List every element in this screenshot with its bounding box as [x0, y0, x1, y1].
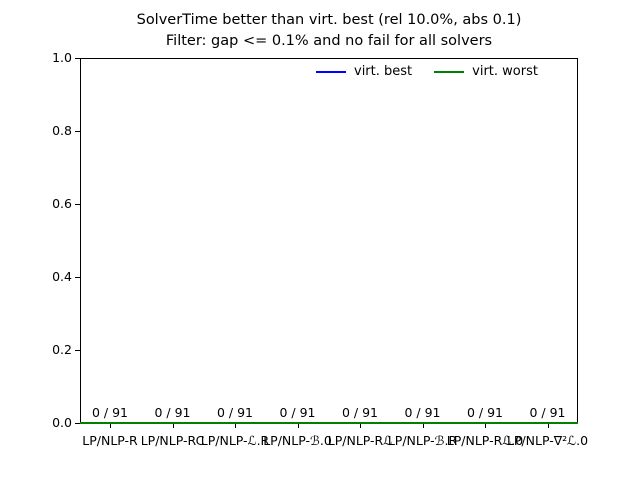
virt-worst-line: [80, 422, 578, 424]
legend: virt. best virt. worst: [316, 64, 538, 79]
y-tick-label: 0.8: [52, 123, 72, 138]
legend-entry: virt. best: [316, 64, 412, 79]
y-tick-mark: [75, 130, 80, 132]
count-annotation: 0 / 91: [529, 405, 566, 420]
x-tick-mark: [110, 424, 111, 428]
legend-label: virt. best: [354, 64, 413, 79]
y-tick-label: 0.6: [52, 196, 72, 211]
y-tick-mark: [75, 203, 80, 205]
x-tick-mark: [360, 424, 361, 428]
chart-subtitle: Filter: gap <= 0.1% and no fail for all …: [165, 33, 493, 49]
plot-area: [80, 58, 578, 423]
x-tick-label: LP/NLP-ℬ.0: [263, 433, 332, 448]
y-tick-label: 1.0: [52, 50, 72, 65]
count-annotation: 0 / 91: [404, 405, 441, 420]
y-tick-label: 0.2: [52, 342, 72, 357]
count-annotation: 0 / 91: [279, 405, 316, 420]
y-tick-mark: [75, 422, 80, 424]
chart-title: SolverTime better than virt. best (rel 1…: [136, 12, 522, 28]
x-tick-mark: [422, 424, 424, 428]
y-tick-label: 0.0: [52, 415, 72, 430]
x-tick-label: LP/NLP-R: [82, 433, 138, 448]
x-tick-label: LP/NLP-Rℒ: [327, 433, 393, 448]
legend-line-icon: [316, 70, 346, 73]
x-tick-label: LP/NLP-ℒ.R: [200, 433, 270, 448]
legend-label: virt. worst: [472, 64, 538, 79]
x-tick-label: LP/NLP-∇²ℒ.0: [506, 433, 589, 448]
x-tick-label: LP/NLP-Rℒ.0: [446, 433, 524, 448]
y-tick-label: 0.4: [52, 269, 72, 284]
count-annotation: 0 / 91: [341, 405, 379, 420]
x-tick-mark: [235, 424, 236, 428]
x-tick-mark: [547, 424, 549, 428]
y-tick-mark: [75, 276, 80, 278]
y-tick-mark: [75, 57, 80, 59]
y-tick-mark: [75, 349, 80, 351]
legend-line-icon: [434, 70, 465, 73]
count-annotation: 0 / 91: [91, 405, 129, 420]
count-annotation: 0 / 91: [216, 405, 254, 420]
count-annotation: 0 / 91: [466, 405, 504, 420]
x-tick-mark: [297, 424, 299, 428]
x-tick-label: LP/NLP-RC: [140, 433, 205, 448]
x-tick-mark: [485, 424, 486, 428]
count-annotation: 0 / 91: [154, 405, 191, 420]
legend-entry: virt. worst: [434, 64, 538, 79]
x-tick-label: LP/NLP-ℬ.R: [387, 433, 458, 448]
x-tick-mark: [172, 424, 174, 428]
